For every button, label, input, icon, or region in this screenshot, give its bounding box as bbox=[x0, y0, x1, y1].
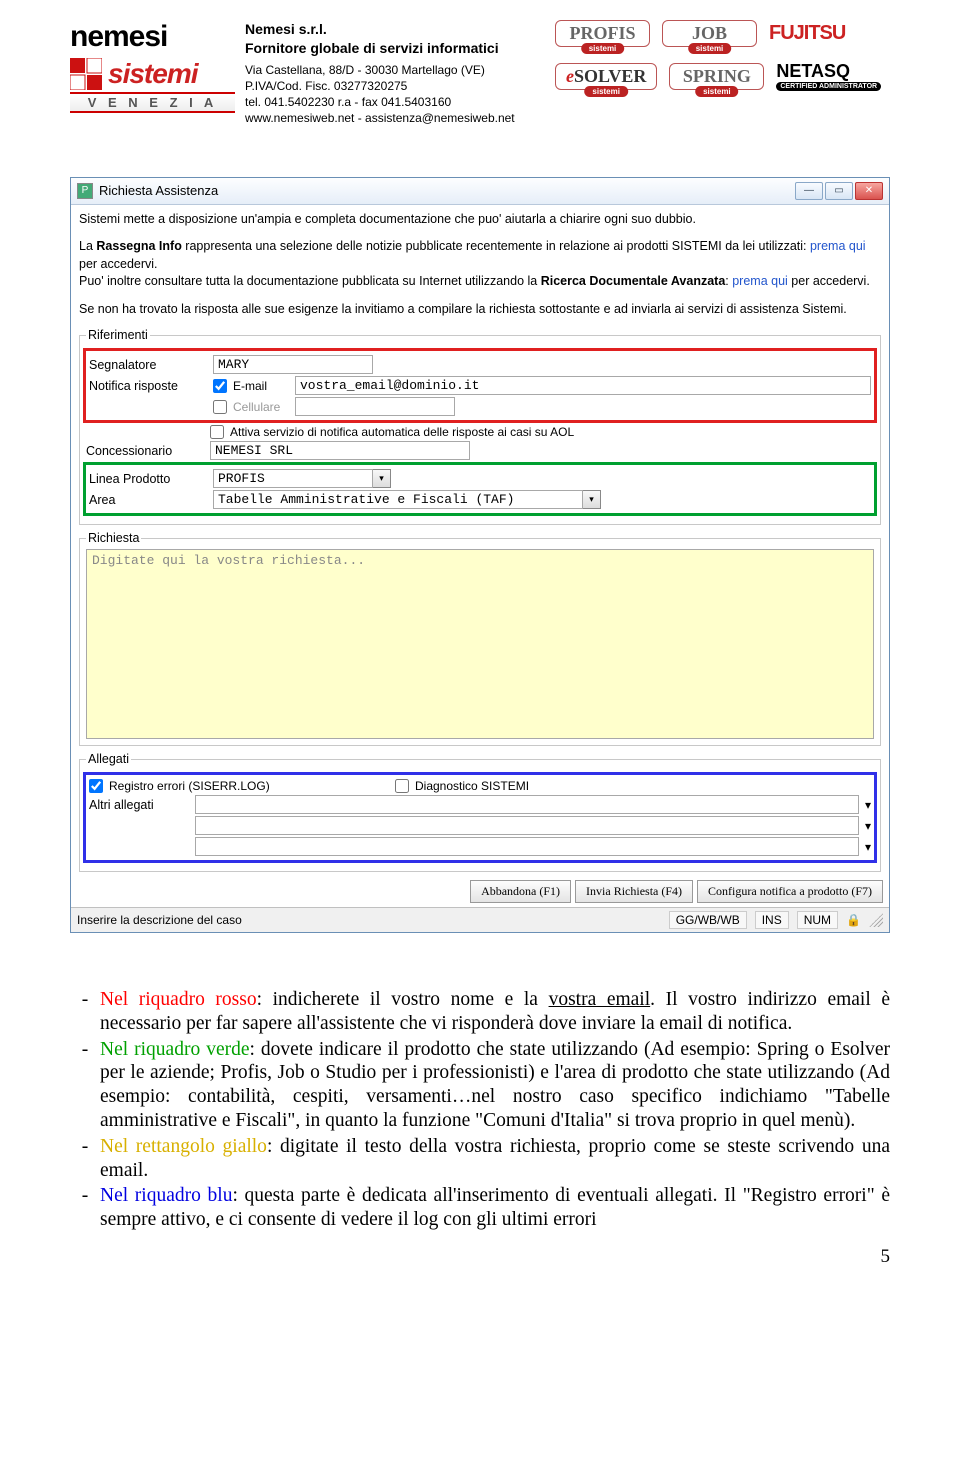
company-address-1: Via Castellana, 88/D - 30030 Martellago … bbox=[245, 62, 545, 78]
button-bar: Abbandona (F1) Invia Richiesta (F4) Conf… bbox=[71, 876, 889, 907]
partner-badges: PROFISsistemi JOBsistemi FUJITSU eSOLVER… bbox=[555, 20, 890, 127]
registro-label: Registro errori (SISERR.LOG) bbox=[109, 779, 389, 793]
logo-venezia: V E N E Z I A bbox=[70, 92, 235, 113]
company-address-2: P.IVA/Cod. Fisc. 03277320275 bbox=[245, 78, 545, 94]
riferimenti-legend: Riferimenti bbox=[86, 328, 150, 342]
window-title: Richiesta Assistenza bbox=[99, 183, 795, 198]
chevron-down-icon[interactable]: ▾ bbox=[865, 798, 871, 812]
logo-swatch-icon bbox=[70, 58, 102, 90]
email-label: E-mail bbox=[233, 379, 289, 393]
chevron-down-icon[interactable]: ▾ bbox=[373, 469, 391, 488]
company-info: Nemesi s.r.l. Fornitore globale di servi… bbox=[245, 20, 545, 127]
intro-p2: La Rassegna Info rappresenta una selezio… bbox=[79, 238, 881, 291]
intro-p3: Se non ha trovato la risposta alle sue e… bbox=[79, 301, 881, 319]
ricerca-link[interactable]: prema qui bbox=[732, 274, 788, 288]
allegato-input-2[interactable] bbox=[195, 816, 859, 835]
concessionario-input[interactable] bbox=[210, 441, 470, 460]
green-highlight-box: Linea Prodotto ▾ Area ▾ bbox=[83, 462, 877, 516]
blue-highlight-box: Registro errori (SISERR.LOG) Diagnostico… bbox=[83, 772, 877, 863]
badge-profis: PROFISsistemi bbox=[555, 20, 650, 47]
lock-icon: 🔒 bbox=[846, 913, 861, 927]
logo-sistemi: sistemi bbox=[70, 58, 235, 90]
resize-grip-icon[interactable] bbox=[869, 913, 883, 927]
explain-item-red: - Nel riquadro rosso: indicherete il vos… bbox=[70, 988, 890, 1036]
badge-job: JOBsistemi bbox=[662, 20, 757, 47]
intro-text: Sistemi mette a disposizione un'ampia e … bbox=[79, 211, 881, 319]
red-highlight-box: Segnalatore Notifica risposte E-mail Cel… bbox=[83, 348, 877, 423]
company-tagline: Fornitore globale di servizi informatici bbox=[245, 39, 545, 58]
diagnostico-label: Diagnostico SISTEMI bbox=[415, 779, 529, 793]
cellulare-input[interactable] bbox=[295, 397, 455, 416]
allegato-input-3[interactable] bbox=[195, 837, 859, 856]
notifica-label: Notifica risposte bbox=[89, 379, 207, 393]
segnalatore-input[interactable] bbox=[213, 355, 373, 374]
area-label: Area bbox=[89, 493, 207, 507]
richiesta-textarea[interactable]: Digitate qui la vostra richiesta... bbox=[86, 549, 874, 739]
company-address-3: tel. 041.5402230 r.a - fax 041.5403160 bbox=[245, 94, 545, 110]
assistance-window: P Richiesta Assistenza — ▭ ✕ Sistemi met… bbox=[70, 177, 890, 934]
chevron-down-icon[interactable]: ▾ bbox=[865, 819, 871, 833]
allegati-fieldset: Allegati Registro errori (SISERR.LOG) Di… bbox=[79, 752, 881, 872]
diagnostico-checkbox[interactable] bbox=[395, 779, 409, 793]
minimize-button[interactable]: — bbox=[795, 182, 823, 200]
intro-p1: Sistemi mette a disposizione un'ampia e … bbox=[79, 211, 881, 229]
badge-netasq: NETASQCERTIFIED ADMINISTRATOR bbox=[776, 61, 881, 91]
abbandona-button[interactable]: Abbandona (F1) bbox=[470, 880, 571, 903]
allegati-legend: Allegati bbox=[86, 752, 131, 766]
app-icon: P bbox=[77, 183, 93, 199]
email-input[interactable] bbox=[295, 376, 871, 395]
configura-button[interactable]: Configura notifica a prodotto (F7) bbox=[697, 880, 883, 903]
richiesta-fieldset: Richiesta Digitate qui la vostra richies… bbox=[79, 531, 881, 746]
status-cell-2: INS bbox=[755, 911, 789, 929]
richiesta-legend: Richiesta bbox=[86, 531, 141, 545]
riferimenti-fieldset: Riferimenti Segnalatore Notifica rispost… bbox=[79, 328, 881, 525]
status-bar: Inserire la descrizione del caso GG/WB/W… bbox=[71, 907, 889, 932]
linea-label: Linea Prodotto bbox=[89, 472, 207, 486]
page-number: 5 bbox=[70, 1246, 890, 1268]
registro-checkbox[interactable] bbox=[89, 779, 103, 793]
invia-button[interactable]: Invia Richiesta (F4) bbox=[575, 880, 693, 903]
badge-spring: SPRINGsistemi bbox=[669, 63, 764, 90]
rassegna-link[interactable]: prema qui bbox=[810, 239, 866, 253]
company-name: Nemesi s.r.l. bbox=[245, 20, 545, 39]
chevron-down-icon[interactable]: ▾ bbox=[583, 490, 601, 509]
cellulare-label: Cellulare bbox=[233, 400, 289, 414]
status-hint: Inserire la descrizione del caso bbox=[77, 913, 661, 927]
aol-label: Attiva servizio di notifica automatica d… bbox=[230, 425, 574, 439]
letterhead: nemesi sistemi V E N E Z I A Nemesi s.r.… bbox=[70, 20, 890, 127]
segnalatore-label: Segnalatore bbox=[89, 358, 207, 372]
altri-label: Altri allegati bbox=[89, 798, 189, 812]
area-select[interactable] bbox=[213, 490, 583, 509]
explain-item-yellow: - Nel rettangolo giallo: digitate il tes… bbox=[70, 1135, 890, 1183]
maximize-button[interactable]: ▭ bbox=[825, 182, 853, 200]
company-address-4: www.nemesiweb.net - assistenza@nemesiweb… bbox=[245, 110, 545, 126]
badge-fujitsu: FUJITSU bbox=[769, 22, 845, 45]
email-checkbox[interactable] bbox=[213, 379, 227, 393]
explain-item-green: - Nel riquadro verde: dovete indicare il… bbox=[70, 1038, 890, 1133]
allegato-input-1[interactable] bbox=[195, 795, 859, 814]
explain-item-blue: - Nel riquadro blu: questa parte è dedic… bbox=[70, 1184, 890, 1232]
linea-select[interactable] bbox=[213, 469, 373, 488]
concessionario-label: Concessionario bbox=[86, 444, 204, 458]
cellulare-checkbox[interactable] bbox=[213, 400, 227, 414]
aol-checkbox[interactable] bbox=[210, 425, 224, 439]
chevron-down-icon[interactable]: ▾ bbox=[865, 840, 871, 854]
close-button[interactable]: ✕ bbox=[855, 182, 883, 200]
badge-esolver: eSOLVERsistemi bbox=[555, 63, 657, 90]
logo-sistemi-text: sistemi bbox=[108, 58, 198, 90]
titlebar[interactable]: P Richiesta Assistenza — ▭ ✕ bbox=[71, 178, 889, 205]
logo-column: nemesi sistemi V E N E Z I A bbox=[70, 20, 235, 127]
status-cell-1: GG/WB/WB bbox=[669, 911, 747, 929]
logo-nemesi: nemesi bbox=[70, 20, 235, 54]
status-cell-3: NUM bbox=[797, 911, 838, 929]
explanation-list: - Nel riquadro rosso: indicherete il vos… bbox=[70, 988, 890, 1232]
